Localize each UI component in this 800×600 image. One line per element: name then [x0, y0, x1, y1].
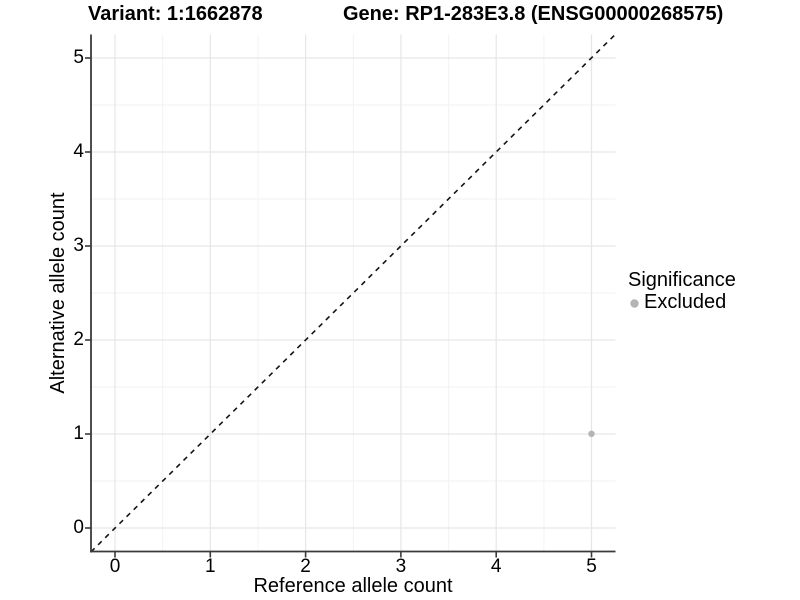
x-tick-label: 4 — [490, 556, 502, 577]
plot-title-variant: Variant: 1:1662878 — [88, 3, 263, 25]
x-tick-label: 1 — [205, 556, 216, 577]
x-axis-title: Reference allele count — [253, 575, 453, 597]
x-tick-label: 0 — [109, 556, 121, 577]
y-tick-label: 2 — [73, 329, 84, 350]
x-tick-label: 2 — [300, 556, 311, 577]
plot-title-gene: Gene: RP1-283E3.8 (ENSG00000268575) — [343, 3, 724, 25]
x-axis-ticks — [114, 551, 593, 558]
legend-title: Significance — [628, 269, 736, 291]
x-tick-label: 5 — [586, 556, 597, 577]
y-tick-label: 0 — [73, 517, 84, 538]
y-axis-ticks — [85, 57, 91, 529]
grid-minor — [91, 34, 616, 552]
y-tick-label: 4 — [73, 141, 84, 162]
y-tick-label: 1 — [73, 423, 84, 444]
data-point-excluded — [588, 430, 595, 437]
y-tick-label: 5 — [73, 47, 84, 68]
x-tick-label: 3 — [395, 556, 407, 577]
legend-item-label-excluded: Excluded — [644, 291, 727, 313]
grid-major — [91, 34, 616, 552]
y-tick-label: 3 — [73, 235, 84, 256]
legend-marker-excluded-icon — [630, 299, 639, 308]
identity-reference-line — [90, 33, 617, 553]
y-axis-title: Alternative allele count — [47, 192, 69, 394]
